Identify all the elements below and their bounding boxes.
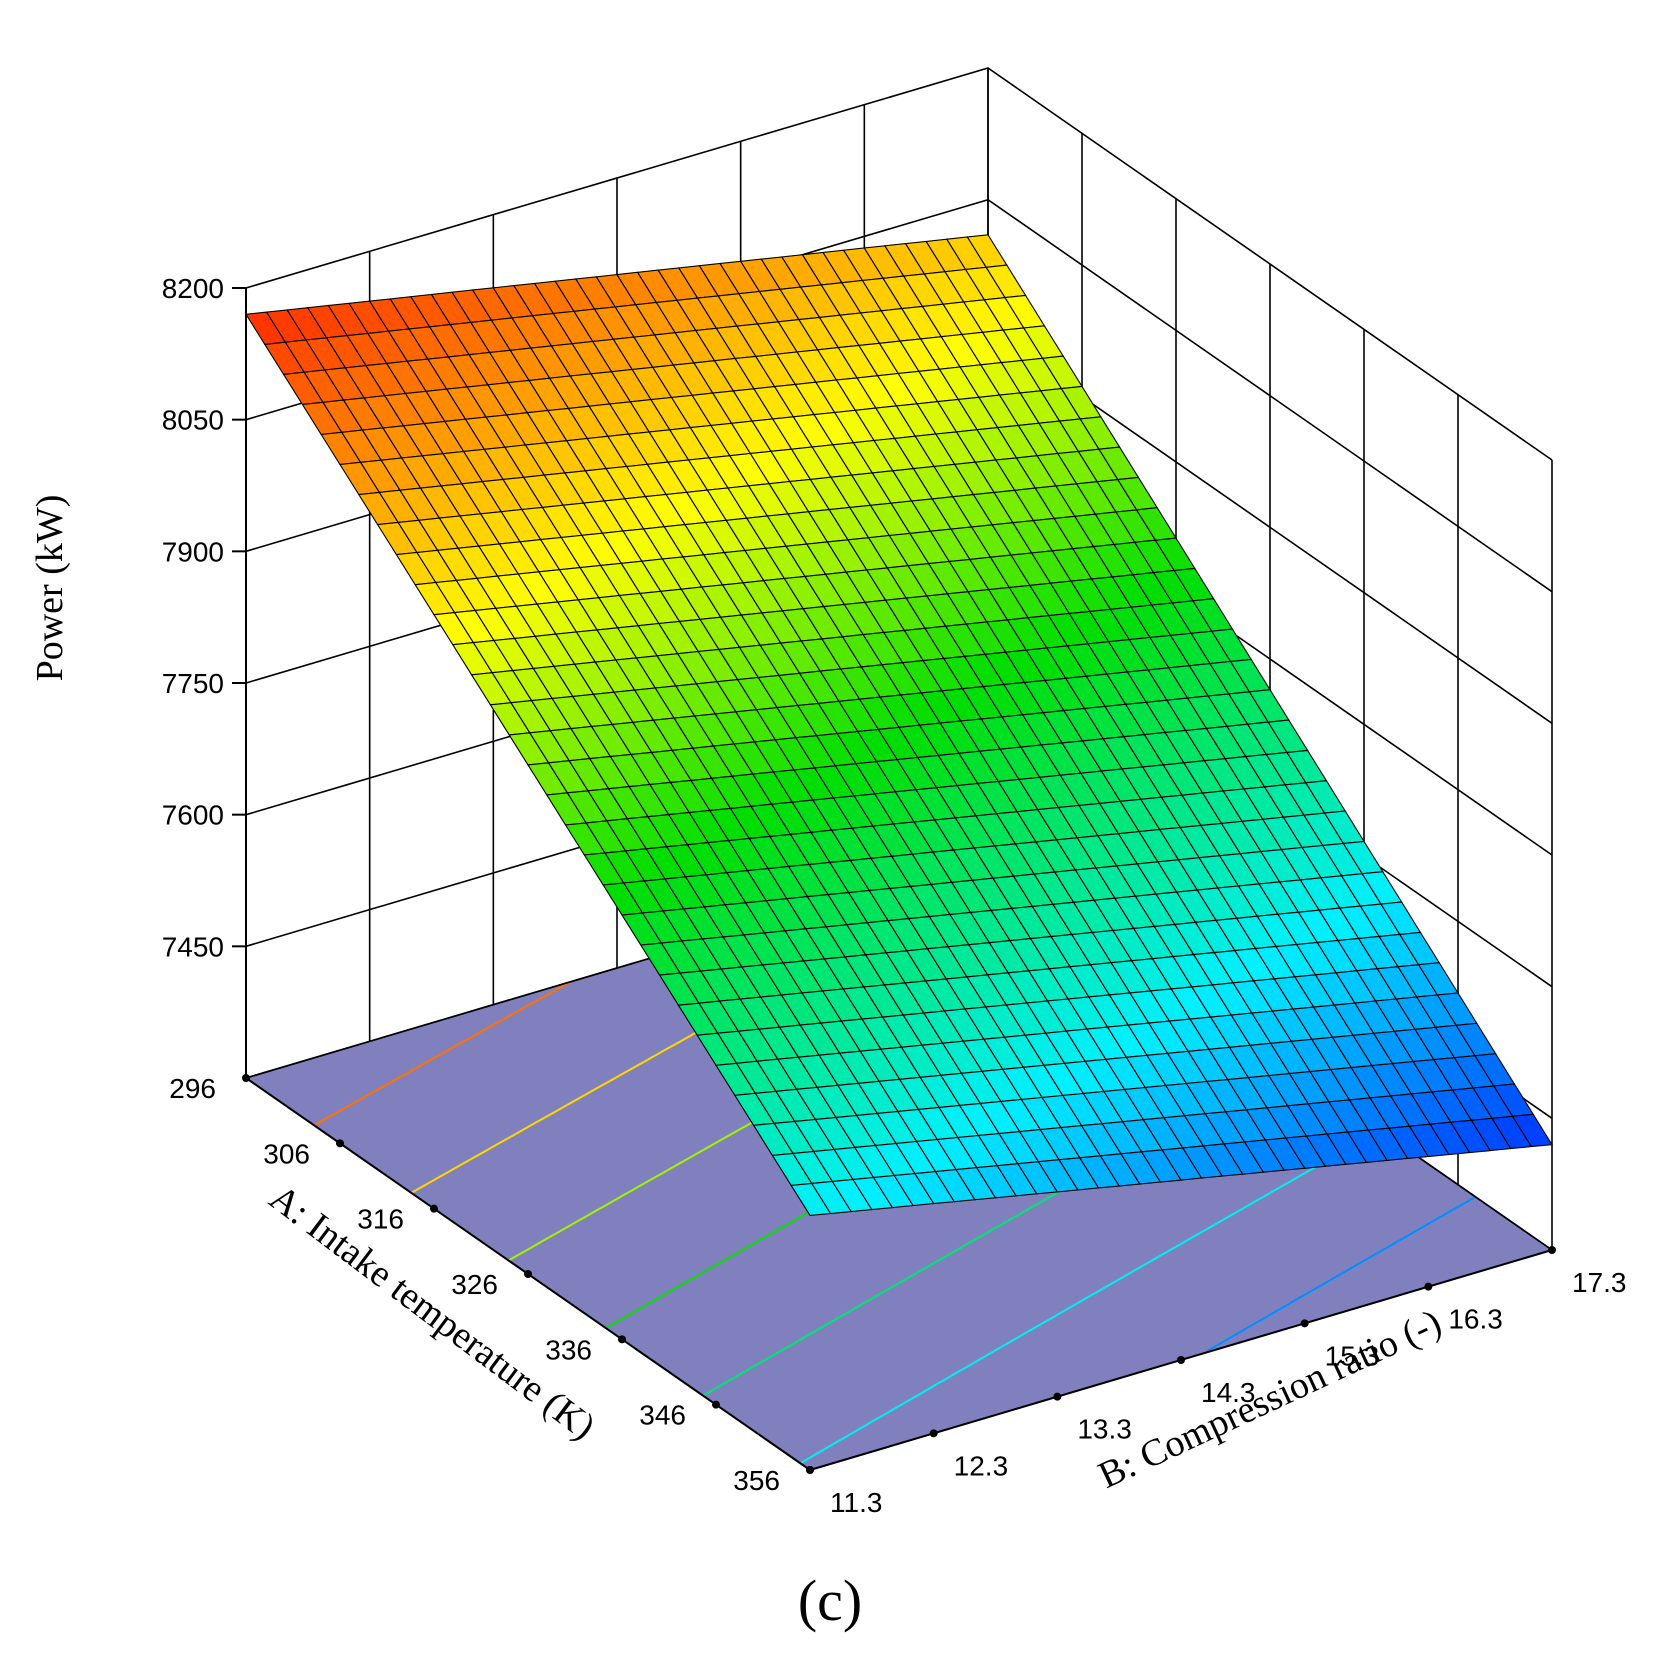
x-tick-label: 316 bbox=[357, 1204, 404, 1235]
z-tick-label: 7600 bbox=[162, 800, 224, 831]
y-tick-label: 14.3 bbox=[1201, 1377, 1256, 1408]
z-axis-title: Power (kW) bbox=[29, 495, 71, 682]
x-tick-mark bbox=[336, 1139, 344, 1148]
y-tick-label: 16.3 bbox=[1448, 1304, 1503, 1335]
z-tick-label: 8200 bbox=[162, 273, 224, 304]
z-tick-label: 7900 bbox=[162, 536, 224, 567]
contour-line bbox=[1207, 1195, 1477, 1352]
x-tick-label: 296 bbox=[169, 1073, 216, 1104]
x-tick-label: 306 bbox=[263, 1138, 310, 1169]
z-tick-label: 7450 bbox=[162, 931, 224, 962]
contour-line bbox=[799, 1129, 1381, 1465]
y-tick-mark bbox=[1053, 1392, 1062, 1401]
x-tick-label: 336 bbox=[545, 1334, 592, 1365]
axes: 7450 7600 7750 7900 8050 8200 296 306 316 326 336 3… bbox=[162, 273, 1627, 1518]
y-tick-label: 13.3 bbox=[1077, 1414, 1132, 1445]
x-tick-mark bbox=[712, 1400, 720, 1409]
y-tick-mark bbox=[1300, 1319, 1309, 1328]
z-tick-label: 8050 bbox=[162, 405, 224, 436]
z-tick-label: 7750 bbox=[162, 668, 224, 699]
contour-line bbox=[313, 980, 572, 1127]
x-tick-label: 356 bbox=[733, 1465, 780, 1496]
x-tick-mark bbox=[618, 1335, 626, 1344]
y-tick-mark bbox=[929, 1429, 938, 1438]
x-tick-label: 346 bbox=[639, 1400, 686, 1431]
y-tick-mark bbox=[806, 1466, 814, 1474]
y-tick-label: 11.3 bbox=[830, 1487, 882, 1518]
y-tick-label: 15.3 bbox=[1325, 1340, 1380, 1371]
x-tick-mark bbox=[524, 1270, 532, 1278]
surface-cell bbox=[1511, 1113, 1553, 1148]
wall-gridline bbox=[245, 67, 1553, 461]
y-tick-mark bbox=[1548, 1246, 1556, 1254]
y-tick-mark bbox=[1424, 1282, 1433, 1291]
x-tick-mark bbox=[242, 1074, 250, 1082]
panel-label: (c) bbox=[798, 1568, 862, 1633]
y-tick-label: 12.3 bbox=[954, 1450, 1009, 1481]
x-tick-mark bbox=[430, 1204, 438, 1213]
y-tick-label: 17.3 bbox=[1572, 1267, 1627, 1298]
response-surface bbox=[245, 234, 1553, 1216]
x-tick-label: 326 bbox=[451, 1269, 498, 1300]
y-tick-mark bbox=[1177, 1356, 1185, 1364]
